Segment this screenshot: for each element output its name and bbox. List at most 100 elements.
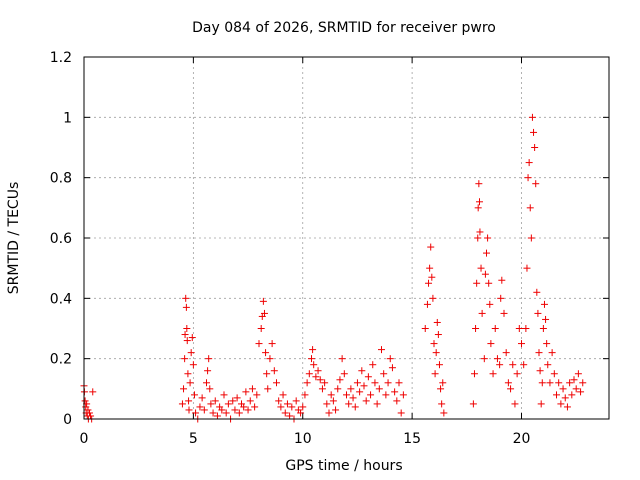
data-point [255, 340, 263, 348]
data-point [513, 370, 521, 378]
data-point [183, 325, 191, 332]
data-point [264, 385, 272, 393]
x-tick-label: 10 [294, 431, 312, 447]
data-point [543, 340, 551, 348]
data-point [203, 379, 210, 387]
data-point [185, 406, 193, 414]
data-point [475, 180, 483, 188]
data-point [536, 367, 544, 375]
data-point [321, 379, 329, 387]
data-point [540, 300, 548, 308]
data-point [283, 400, 291, 408]
data-point [568, 391, 576, 399]
data-point [353, 379, 361, 387]
data-point [251, 403, 259, 411]
data-point [474, 234, 482, 242]
data-point [183, 337, 191, 345]
data-point [425, 279, 433, 287]
data-point [231, 406, 239, 414]
data-point [437, 385, 445, 393]
data-point [478, 309, 486, 317]
data-point [440, 409, 448, 417]
data-point [553, 391, 560, 399]
data-point [188, 334, 196, 342]
y-tick-label: 0.4 [50, 291, 72, 307]
data-point [222, 409, 230, 417]
data-point [481, 270, 489, 278]
data-point [561, 394, 569, 402]
data-point [500, 309, 508, 317]
data-point [360, 382, 368, 390]
x-axis-label: GPS time / hours [285, 458, 402, 474]
data-point [555, 379, 563, 387]
data-point [477, 264, 485, 272]
data-point [206, 385, 214, 393]
data-point [397, 409, 405, 417]
data-point [309, 346, 317, 354]
data-point [384, 379, 392, 387]
data-point [542, 315, 550, 323]
plot-frame [83, 56, 610, 420]
data-point [84, 406, 92, 414]
data-point [439, 379, 447, 387]
data-point [574, 370, 582, 378]
data-point [286, 412, 294, 420]
data-point [257, 325, 265, 332]
data-point [421, 325, 429, 332]
data-point [190, 391, 198, 399]
x-tick-label: 15 [403, 431, 421, 447]
data-point [472, 325, 480, 332]
data-point [496, 361, 504, 369]
data-point [391, 388, 399, 396]
data-point [181, 355, 189, 363]
data-point [476, 198, 483, 206]
data-point [433, 318, 441, 326]
data-point [473, 279, 481, 287]
data-point [432, 349, 440, 357]
data-point [489, 370, 497, 378]
data-point [491, 325, 499, 332]
data-point [504, 379, 512, 387]
y-tick-label: 0 [63, 412, 72, 428]
data-point [207, 400, 215, 408]
data-point [358, 367, 366, 375]
data-point [270, 367, 278, 375]
data-point [527, 234, 535, 242]
data-point [336, 376, 344, 384]
y-tick-label: 1 [63, 110, 72, 126]
data-point [507, 385, 515, 393]
data-point [550, 370, 558, 378]
data-point [566, 379, 574, 387]
data-point [200, 406, 208, 414]
data-point [538, 379, 546, 387]
data-point [182, 294, 190, 302]
data-point [347, 385, 355, 393]
data-point [438, 400, 446, 408]
data-point [429, 294, 437, 302]
data-point [305, 370, 313, 378]
data-point [268, 340, 276, 348]
data-point [316, 376, 324, 384]
data-point [327, 391, 335, 399]
data-point [244, 406, 252, 414]
data-points [80, 113, 587, 423]
data-point [180, 385, 188, 393]
data-point [395, 379, 403, 387]
data-point [85, 409, 93, 417]
axis-ticks: 0 0.2 0.4 0.6 0.8 1 1.2 0 5 10 15 20 [50, 50, 609, 447]
data-point [579, 379, 587, 387]
data-point [469, 400, 477, 408]
data-point [224, 400, 232, 408]
data-point [248, 385, 256, 393]
data-point [526, 204, 534, 212]
data-point [297, 409, 305, 417]
data-point [240, 403, 248, 411]
data-point [301, 391, 309, 399]
data-point [329, 397, 337, 405]
data-point [343, 391, 350, 399]
data-point [253, 391, 261, 399]
data-point [485, 279, 493, 287]
data-point [281, 409, 289, 417]
data-point [233, 394, 241, 402]
data-point [196, 403, 204, 411]
